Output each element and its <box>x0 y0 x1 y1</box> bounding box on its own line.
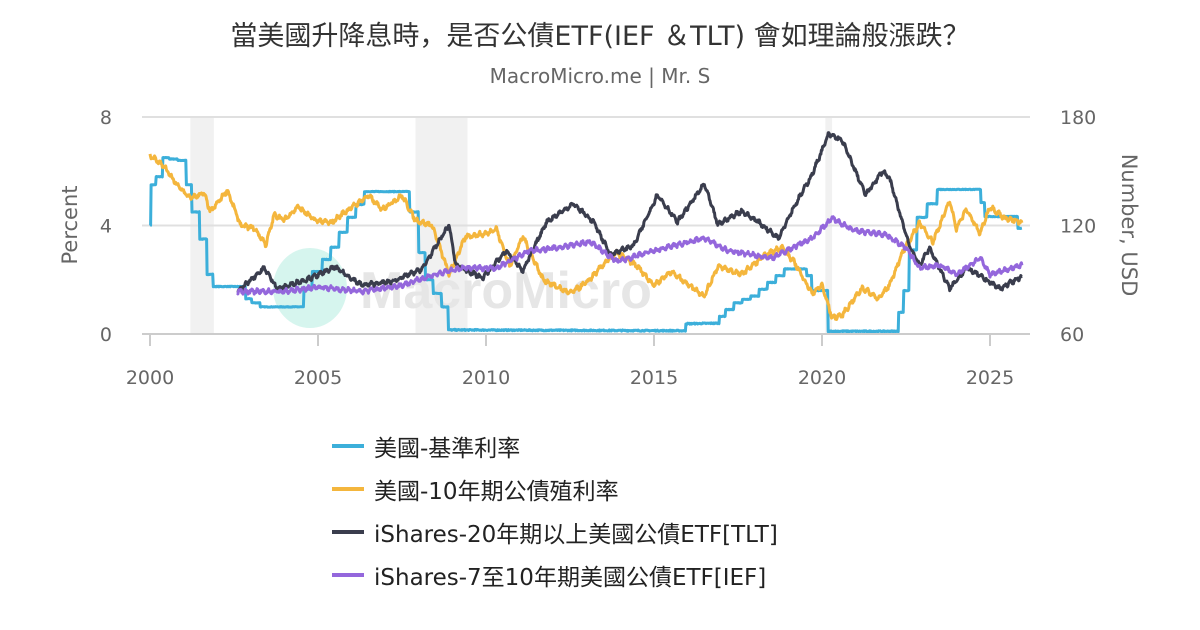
y-left-tick-label: 4 <box>100 216 112 238</box>
watermark: MacroMicro <box>273 248 652 328</box>
legend-item[interactable]: 美國-10年期公債殖利率 <box>332 467 778 510</box>
x-tick-label: 2025 <box>966 367 1014 389</box>
legend-swatch <box>332 529 364 534</box>
y-right-tick-label: 60 <box>1060 324 1084 346</box>
series-line-0 <box>149 156 1023 334</box>
x-tick-label: 2020 <box>798 367 846 389</box>
x-tick-label: 2000 <box>126 367 174 389</box>
series-line-2 <box>236 131 1023 294</box>
legend-swatch <box>332 572 364 577</box>
chart-subtitle: MacroMicro.me | Mr. S <box>489 64 711 88</box>
watermark-text: MacroMicro <box>360 262 652 320</box>
y-right-tick-label: 180 <box>1060 107 1096 129</box>
legend-swatch <box>332 443 364 448</box>
y-right-tick-label: 120 <box>1060 216 1096 238</box>
legend-label: 美國-基準利率 <box>374 435 521 462</box>
y-right-axis-title: Number, USD <box>1117 154 1141 297</box>
legend-item[interactable]: iShares-7至10年期美國公債ETF[IEF] <box>332 553 778 596</box>
chart-title: 當美國升降息時，是否公債ETF(IEF ＆TLT) 會如理論般漲跌？ <box>230 21 970 52</box>
legend-item[interactable]: iShares-20年期以上美國公債ETF[TLT] <box>332 510 778 553</box>
y-left-axis-title: Percent <box>58 185 82 264</box>
legend-item[interactable]: 美國-基準利率 <box>332 424 778 467</box>
series-line-3 <box>236 215 1024 296</box>
legend-swatch <box>332 486 364 491</box>
y-left-tick-label: 0 <box>100 324 112 346</box>
legend-label: iShares-7至10年期美國公債ETF[IEF] <box>374 564 767 591</box>
x-tick-label: 2015 <box>630 367 678 389</box>
legend: 美國-基準利率美國-10年期公債殖利率 iShares-20年期以上美國公債ETF… <box>332 424 778 596</box>
x-tick-label: 2005 <box>294 367 342 389</box>
series-line-1 <box>148 153 1024 321</box>
y-left-tick-label: 8 <box>100 107 112 129</box>
x-tick-label: 2010 <box>462 367 510 389</box>
legend-label: 美國-10年期公債殖利率 <box>374 478 619 505</box>
legend-label: iShares-20年期以上美國公債ETF[TLT] <box>374 521 778 548</box>
